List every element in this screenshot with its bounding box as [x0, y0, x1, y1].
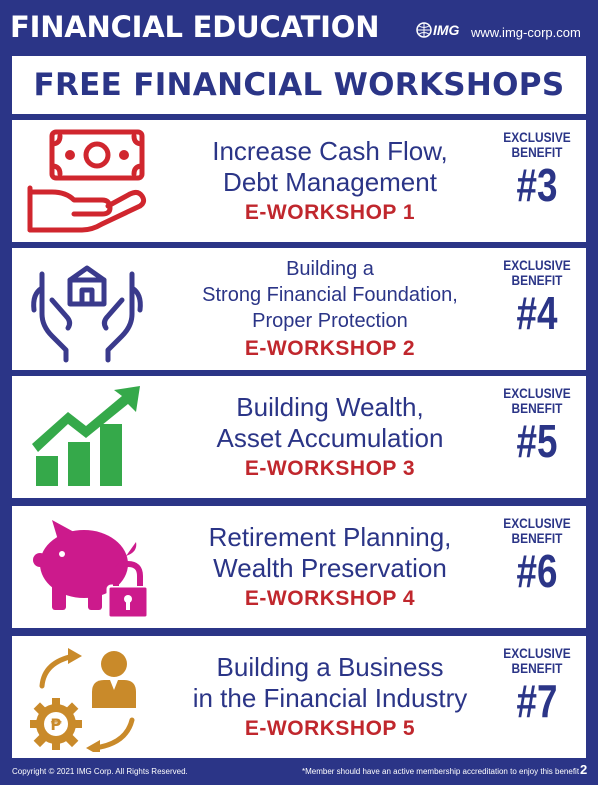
workshop-title-line: Wealth Preservation — [213, 552, 447, 583]
svg-text:₱: ₱ — [50, 715, 62, 734]
workshop-label: E-WORKSHOP 4 — [244, 586, 416, 610]
benefit-label: EXCLUSIVE BENEFIT — [503, 385, 571, 416]
card-text: Retirement Planning, Wealth Preservation… — [160, 506, 500, 628]
workshop-card-5: ₱ Building a Business in the Financial I… — [12, 636, 586, 758]
card-text: Building a Strong Financial Foundation, … — [160, 248, 500, 370]
workshop-title-line: Building Wealth, — [236, 391, 424, 422]
benefit-number: #6 — [516, 545, 558, 597]
workshop-label: E-WORKSHOP 2 — [244, 336, 416, 360]
exclusive-benefit: EXCLUSIVE BENEFIT #5 — [494, 385, 580, 467]
workshop-title-line: in the Financial Industry — [192, 682, 468, 713]
growth-chart-icon — [32, 386, 140, 486]
benefit-number: #5 — [516, 415, 558, 467]
piggy-bank-lock-icon — [33, 520, 150, 620]
exclusive-benefit: EXCLUSIVE BENEFIT #7 — [494, 645, 580, 727]
workshop-card-1: Increase Cash Flow, Debt Management E-WO… — [12, 120, 586, 242]
cash-flow-icon — [27, 129, 147, 233]
workshop-label: E-WORKSHOP 5 — [244, 716, 416, 740]
card-text: Increase Cash Flow, Debt Management E-WO… — [160, 120, 500, 242]
exclusive-benefit: EXCLUSIVE BENEFIT #3 — [494, 129, 580, 211]
workshop-title-line: Strong Financial Foundation, — [202, 283, 458, 306]
workshop-title-line: Building a Business — [216, 651, 444, 682]
workshop-title-line: Increase Cash Flow, — [212, 135, 448, 166]
logo-text: IMG — [433, 22, 460, 38]
header-title: FINANCIAL EDUCATION — [10, 10, 380, 44]
workshop-title-line: Debt Management — [223, 166, 437, 197]
benefit-label: EXCLUSIVE BENEFIT — [503, 645, 571, 676]
benefit-number: #3 — [516, 159, 558, 211]
banner-title: FREE FINANCIAL WORKSHOPS — [33, 67, 565, 103]
page-number: 2 — [580, 762, 588, 777]
exclusive-benefit: EXCLUSIVE BENEFIT #6 — [494, 515, 580, 597]
benefit-label: EXCLUSIVE BENEFIT — [503, 129, 571, 160]
workshop-label: E-WORKSHOP 1 — [244, 200, 416, 224]
exclusive-benefit: EXCLUSIVE BENEFIT #4 — [494, 257, 580, 339]
workshop-card-3: Building Wealth, Asset Accumulation E-WO… — [12, 376, 586, 498]
img-logo-icon: IMG — [416, 22, 460, 38]
business-cycle-icon: ₱ — [30, 648, 136, 752]
workshop-title-line: Building a — [286, 257, 374, 280]
workshop-title-line: Proper Protection — [252, 309, 408, 332]
card-text: Building a Business in the Financial Ind… — [160, 636, 500, 758]
workshop-label: E-WORKSHOP 3 — [244, 456, 416, 480]
protection-icon — [31, 265, 143, 363]
header: FINANCIAL EDUCATION IMG www.img-corp.com — [0, 0, 598, 56]
card-text: Building Wealth, Asset Accumulation E-WO… — [160, 376, 500, 498]
benefit-label: EXCLUSIVE BENEFIT — [503, 515, 571, 546]
banner: FREE FINANCIAL WORKSHOPS — [12, 56, 586, 114]
benefit-label: EXCLUSIVE BENEFIT — [503, 257, 571, 288]
footer-copyright: Copyright © 2021 IMG Corp. All Rights Re… — [12, 767, 188, 776]
footer-note: *Member should have an active membership… — [302, 767, 580, 776]
workshop-card-2: Building a Strong Financial Foundation, … — [12, 248, 586, 370]
benefit-number: #7 — [516, 675, 558, 727]
workshop-card-4: Retirement Planning, Wealth Preservation… — [12, 506, 586, 628]
workshop-title-line: Retirement Planning, — [208, 521, 452, 552]
header-url[interactable]: www.img-corp.com — [471, 25, 581, 40]
benefit-number: #4 — [516, 287, 558, 339]
workshop-title-line: Asset Accumulation — [216, 422, 444, 453]
